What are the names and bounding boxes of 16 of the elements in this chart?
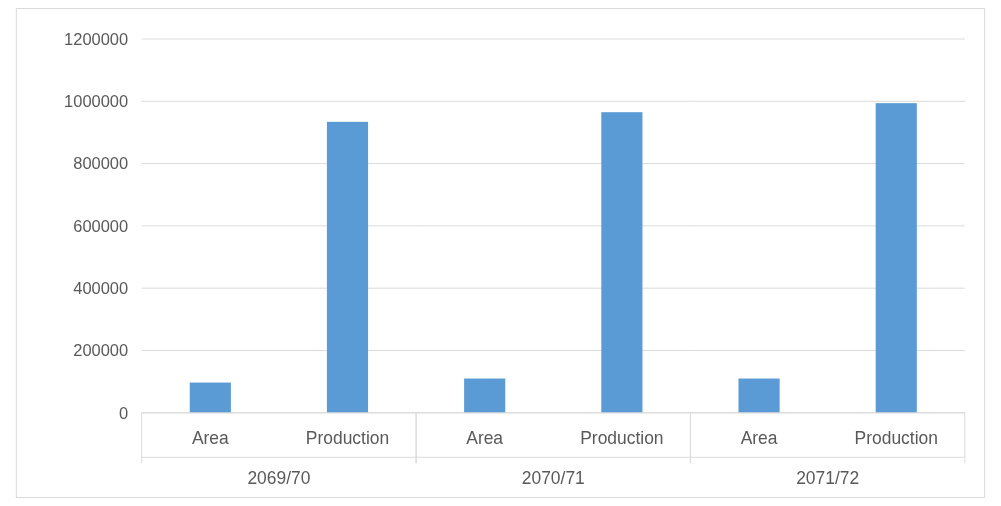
y-tick-label: 1200000 <box>64 29 129 48</box>
x-axis-title: 2069/70 <box>247 467 311 488</box>
y-tick-label: 400000 <box>73 278 129 297</box>
y-tick-label: 1000000 <box>64 92 129 111</box>
x-tick-label: Production <box>854 428 938 449</box>
y-tick-label: 600000 <box>73 216 129 235</box>
x-axis-title: 2071/72 <box>796 467 860 488</box>
x-tick-label: Production <box>580 428 664 449</box>
x-tick-label: Area <box>740 428 778 449</box>
y-tick-label: 800000 <box>73 154 129 173</box>
y-tick-label: 0 <box>119 403 129 422</box>
y-tick-label: 200000 <box>73 341 129 360</box>
x-tick-label: Area <box>191 428 230 449</box>
x-tick-label: Area <box>466 428 504 449</box>
x-tick-label: Production <box>305 428 390 449</box>
x-axis-title: 2070/71 <box>521 467 585 488</box>
